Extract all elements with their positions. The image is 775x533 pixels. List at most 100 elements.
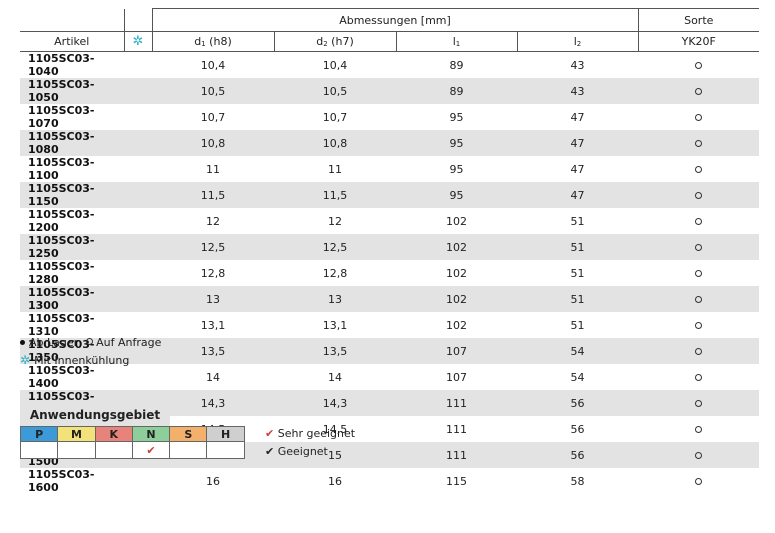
innenkuehlung-label: Mit Innenkühlung [34,354,130,367]
open-circle-icon [695,61,703,69]
grade-header: YK20F [637,31,760,52]
open-circle-icon [695,139,703,147]
cooling-cell [124,338,152,364]
l2-cell: 54 [570,370,585,384]
artikel-cell: 1105SC03-1300 [20,286,124,312]
d2-cell: 11 [328,162,342,176]
table-row: 1105SC03-1350 13,5 13,5 107 54 [20,338,760,364]
table-row: 1105SC03-1250 12,5 12,5 102 51 [20,234,760,260]
artikel-cell: 1105SC03-1100 [28,156,95,182]
abmessungen-header: Abmessungen [mm] [151,8,639,32]
l2-cell: 47 [570,110,585,124]
l2-cell: 43 [570,58,585,72]
d1-cell: 14 [206,370,220,384]
product-table-wrapper: Abmessungen [mm] Sorte Artikel ✲ d1 (h8)… [20,8,760,494]
d1-cell: 12 [206,214,220,228]
grade-availability-cell [638,234,760,260]
open-circle-icon [695,87,703,95]
sorte-header: Sorte [637,8,760,32]
artikel-cell: 1105SC03-1400 [28,364,95,390]
snowflake-icon: ✲ [20,353,31,367]
artikel-cell: 1105SC03-1350 [20,338,124,364]
l1-cell: 102 [446,214,467,228]
application-title: Anwendungsgebiet [20,404,170,426]
open-circle-icon [695,425,703,433]
l2-cell: 56 [517,442,639,468]
grade-availability-cell [638,52,759,79]
l2-cell: 47 [570,162,585,176]
l2-cell: 51 [517,286,639,312]
d1-header: d1 (h8) [151,31,275,52]
cooling-cell [124,104,152,130]
d2-cell: 12,8 [322,266,348,280]
red-check-icon: ✔ [146,443,156,457]
d2-cell: 14,3 [274,390,396,416]
cooling-cell [124,78,152,104]
d1-cell: 10,5 [152,78,274,104]
d2-cell: 15 [274,442,396,468]
l1-cell: 102 [396,286,517,312]
d2-cell: 10,5 [274,78,396,104]
l1-cell: 89 [396,78,517,104]
open-circle-icon [695,165,703,173]
cooling-cell [124,260,152,286]
cooling-cell [124,234,152,260]
open-circle-icon [695,243,703,251]
d1-cell: 10,8 [152,130,274,156]
table-row: 1105SC03-1040 10,4 10,4 89 43 [20,52,759,79]
suitability-cell-n: ✔ [131,441,171,459]
d2-cell: 12 [328,214,342,228]
cooling-cell [124,208,152,234]
suitability-cell-p [19,441,59,459]
material-group-s: S [169,426,208,442]
grade-availability-cell [638,390,760,416]
d2-cell: 14,5 [322,422,348,436]
geeignet-legend: ✔ Geeignet [265,445,328,458]
table-row: 1105SC03-1050 10,5 10,5 89 43 [20,78,760,104]
l1-cell: 102 [396,234,517,260]
sehr-geeignet-label: Sehr geeignet [277,427,356,440]
l1-cell: 111 [446,422,467,436]
d2-cell: 14 [328,370,342,384]
suitability-cell-h [206,441,245,459]
grade-availability-cell [638,104,759,130]
artikel-header-top [20,8,125,32]
artikel-cell: 1105SC03-1080 [20,130,124,156]
d1-cell: 12,5 [152,234,274,260]
table-row: 1105SC03-1080 10,8 10,8 95 47 [20,130,760,156]
material-group-h: H [206,426,245,442]
d2-cell: 10,4 [322,58,348,72]
l1-cell: 95 [449,162,464,176]
open-circle-icon [86,338,94,345]
l1-cell: 102 [446,318,467,332]
cooling-cell [124,312,152,338]
artikel-cell: 1105SC03-1280 [28,260,95,286]
open-circle-icon [695,191,703,199]
l2-cell: 51 [517,234,639,260]
artikel-cell: 1105SC03-1600 [28,468,95,494]
grade-availability-cell [638,130,760,156]
d1-cell: 13,5 [152,338,274,364]
ab-lager-label: Ab Lager [29,336,79,349]
material-group-m: M [57,426,96,442]
cooling-cell [124,286,152,312]
artikel-cell: 1105SC03-1050 [20,78,124,104]
stock-legend: Ab Lager Auf Anfrage [20,336,161,349]
grade-availability-cell [638,182,760,208]
grade-availability-cell [638,156,759,182]
d1-cell: 10,7 [200,110,226,124]
artikel-header: Artikel [20,31,125,52]
l2-cell: 56 [570,422,585,436]
artikel-cell: 1105SC03-1150 [20,182,124,208]
sehr-geeignet-legend: ✔ Sehr geeignet [265,427,355,440]
grade-availability-cell [638,286,760,312]
l2-cell: 51 [570,214,585,228]
d2-header: d2 (h7) [273,31,397,52]
artikel-cell: 1105SC03-1040 [28,52,95,78]
l2-header: l2 [516,31,639,52]
l1-cell: 115 [446,474,467,488]
d2-cell: 16 [328,474,342,488]
open-circle-icon [695,399,703,407]
table-row: 1105SC03-1280 12,8 12,8 102 51 [20,260,759,286]
